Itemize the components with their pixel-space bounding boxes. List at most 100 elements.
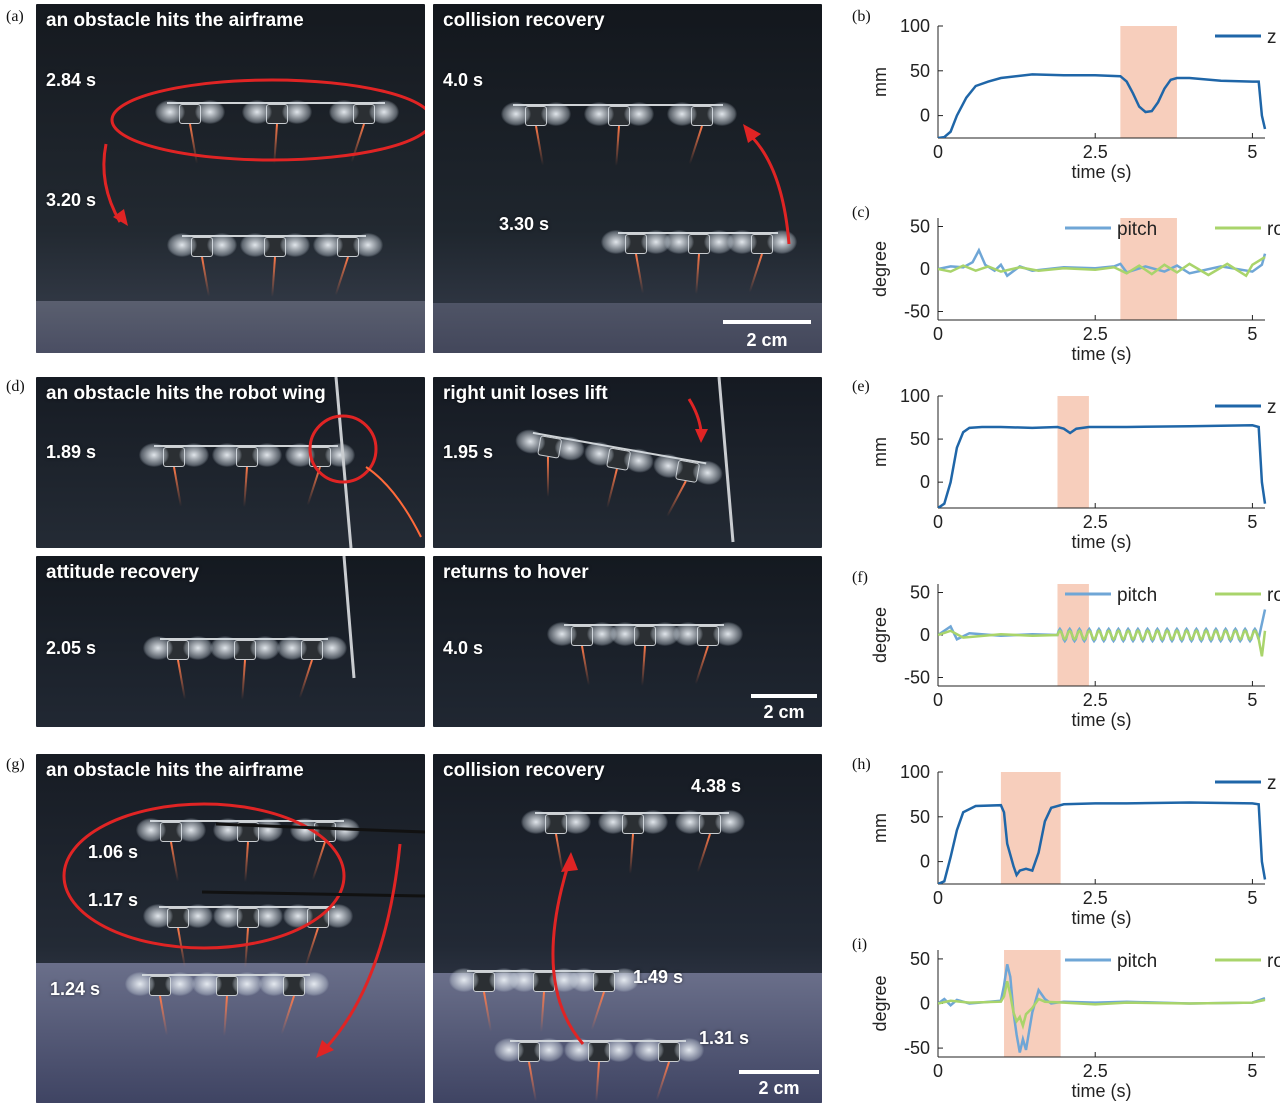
robot-wire — [634, 253, 644, 294]
robot-wing — [323, 904, 353, 928]
robot-frame — [564, 624, 724, 626]
y-tick-label: -50 — [904, 1038, 930, 1058]
robot-wing — [552, 434, 587, 463]
robot — [146, 96, 406, 164]
scale-bar-line — [751, 694, 817, 698]
time-label: 1.24 s — [50, 979, 101, 999]
photo-title: collision recovery — [443, 760, 605, 781]
time-label: 2.05 s — [46, 638, 97, 658]
robot — [136, 439, 356, 507]
robot-wing — [610, 622, 640, 646]
photo-title: collision recovery — [443, 10, 605, 31]
panel-label-g: (g) — [6, 756, 25, 773]
photo-g1: an obstacle hits the airframe 1.06 s 1.1… — [36, 754, 425, 1103]
highlight-region — [1120, 26, 1177, 138]
x-tick-label: 5 — [1247, 324, 1257, 344]
arrow-head — [113, 209, 128, 226]
y-axis-label: degree — [870, 241, 890, 297]
robot-wing — [368, 100, 399, 124]
time-label: 4.0 s — [443, 70, 484, 90]
x-tick-label: 5 — [1247, 1061, 1257, 1081]
legend-label-roll: roll — [1267, 951, 1280, 972]
robot-wing — [564, 1038, 594, 1062]
series-line-z — [938, 73, 1267, 138]
robot-wing — [600, 230, 631, 254]
time-label: 1.95 s — [443, 442, 494, 462]
robot-wing — [638, 810, 668, 834]
time-label: 1.17 s — [88, 890, 139, 910]
scale-bar-label: 2 cm — [746, 330, 788, 350]
robot-wire — [244, 841, 249, 882]
robot-wire — [200, 256, 210, 297]
robot-wing — [195, 100, 226, 124]
x-tick-label: 5 — [1247, 512, 1257, 532]
robot — [449, 964, 639, 1032]
robot — [546, 618, 744, 686]
y-tick-label: -50 — [904, 302, 930, 322]
time-label: 4.0 s — [443, 638, 484, 658]
series-line-z — [938, 424, 1267, 508]
time-label: 3.20 s — [46, 190, 97, 210]
robot-wing — [667, 102, 698, 126]
y-axis-label: mm — [870, 813, 890, 843]
highlight-region — [1000, 772, 1061, 884]
robot — [142, 900, 353, 968]
robot-wing — [561, 810, 592, 834]
robot-wing — [674, 1038, 704, 1062]
robot-wire — [695, 253, 700, 294]
y-tick-label: 50 — [910, 949, 930, 969]
robot-wing — [707, 102, 738, 126]
robot-wing — [183, 904, 213, 928]
robot-wire — [241, 659, 246, 700]
time-label: 1.89 s — [46, 442, 97, 462]
robot-wire — [335, 256, 350, 296]
robot-wing — [253, 904, 283, 928]
scale-bar-line — [739, 1070, 819, 1074]
panel-label-f: (f) — [852, 569, 868, 586]
photo-d3: attitude recovery 2.05 s — [36, 556, 425, 727]
panel-label-e: (e) — [852, 378, 870, 395]
photo-title: returns to hover — [443, 562, 589, 583]
robot-wire — [546, 456, 549, 497]
robot-wing — [166, 233, 197, 257]
robot-wing — [213, 904, 243, 928]
robot-wire — [177, 927, 186, 968]
y-tick-label: 50 — [910, 807, 930, 827]
robot — [493, 98, 743, 166]
robot-wing — [250, 636, 280, 660]
robot-frame — [535, 812, 729, 814]
series-line-roll — [938, 629, 1267, 657]
y-tick-label: 100 — [900, 762, 930, 782]
y-tick-label: 0 — [920, 259, 930, 279]
robot — [512, 423, 725, 517]
robot-wing — [604, 1038, 634, 1062]
time-label: 2.84 s — [46, 70, 97, 90]
robot-wing — [521, 810, 552, 834]
motion-arrow — [687, 398, 703, 432]
x-tick-label: 2.5 — [1083, 690, 1108, 710]
x-axis-label: time (s) — [1072, 710, 1132, 730]
series-line-roll — [938, 256, 1266, 278]
robot-wing — [212, 443, 242, 467]
time-label: 1.31 s — [699, 1028, 750, 1048]
robot-wing — [313, 233, 344, 257]
robot-wing — [283, 904, 313, 928]
robot-wing — [329, 818, 360, 842]
robot-wire — [695, 645, 710, 685]
robot-wing — [714, 810, 745, 834]
panel-label-h: (h) — [852, 756, 871, 773]
robot — [143, 632, 347, 700]
robot-wing — [316, 636, 347, 660]
x-tick-label: 5 — [1247, 690, 1257, 710]
series-line-roll — [938, 980, 1266, 1031]
robot-wing — [213, 818, 243, 842]
series-line-pitch — [938, 963, 1266, 1053]
robot — [125, 968, 329, 1036]
robot-wing — [325, 443, 356, 467]
y-tick-label: 0 — [920, 852, 930, 872]
robot-wing — [609, 968, 639, 992]
x-tick-label: 5 — [1247, 142, 1257, 162]
floor — [433, 303, 822, 353]
